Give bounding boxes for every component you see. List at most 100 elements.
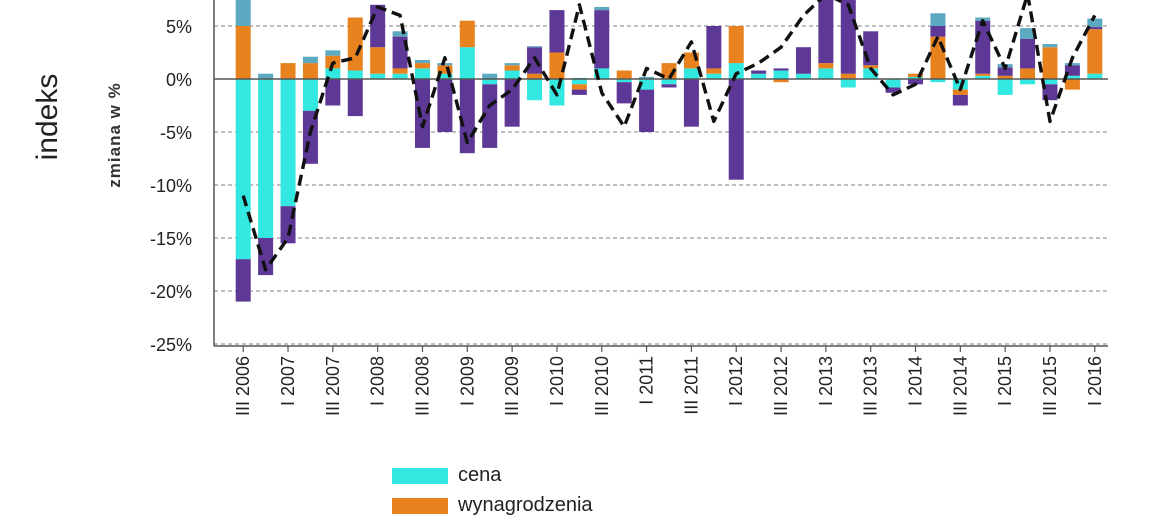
bar-series-2 [370,4,386,48]
bar-series-3 [1020,28,1036,39]
x-tick-label: I 2012 [726,356,746,406]
bar-cena [706,73,722,79]
bar-wynagrodzenia [459,20,475,48]
bar-cena [235,79,251,260]
x-tick-label: III 2015 [1040,356,1060,416]
bar-series-2 [414,79,430,148]
x-tick-label: III 2013 [861,356,881,416]
x-tick-label: I 2015 [995,356,1015,406]
bar-series-2 [908,79,924,85]
bar-cena [683,68,699,79]
bar-series-2 [392,36,408,69]
bar-cena [997,79,1013,95]
legend-label-cena: cena [458,464,502,486]
bar-series-2 [661,84,677,88]
y-tick-label: 0% [166,70,192,90]
bar-wynagrodzenia [347,17,363,71]
bar-wynagrodzenia [437,65,453,74]
bar-series-2 [616,82,632,104]
bar-wynagrodzenia [706,68,722,74]
bar-cena [1042,79,1058,85]
bar-wynagrodzenia [370,47,386,74]
bar-series-2 [504,79,520,127]
bar-series-2 [325,79,341,106]
bar-series-2 [594,10,610,69]
legend-label-wynagrodzenia: wynagrodzenia [458,494,593,516]
bar-series-2 [751,70,767,74]
legend-swatch-cena [392,468,448,484]
x-tick-label: I 2009 [457,356,477,406]
bar-cena [773,70,789,79]
bar-series-2 [863,31,879,66]
bar-wynagrodzenia [392,68,408,74]
bar-series-2 [482,84,498,148]
bar-series-3 [325,50,341,56]
bar-series-2 [235,259,251,302]
bar-cena [1087,73,1103,79]
bar-series-2 [683,79,699,127]
bar-series-3 [482,73,498,79]
bar-cena [325,68,341,79]
bar-series-2 [437,79,453,132]
bar-cena [347,70,363,79]
bar-cena [258,79,274,238]
bar-wynagrodzenia [235,26,251,79]
bar-cena [1064,75,1080,79]
bar-cena [414,68,430,79]
bar-cena [908,76,924,79]
x-tick-label: III 2011 [681,356,701,415]
bar-cena [437,73,453,79]
bar-cena [1020,79,1036,85]
bar-series-3 [527,46,543,48]
bar-cena [885,79,901,88]
bar-wynagrodzenia [908,73,924,77]
bar-cena [370,73,386,79]
bar-series-3 [930,13,946,26]
bar-wynagrodzenia [952,89,968,95]
y-tick-label: -10% [150,176,192,196]
bar-series-3 [1064,63,1080,66]
bar-wynagrodzenia [997,75,1013,79]
bar-cena [863,68,879,79]
bar-cena [751,73,767,79]
bar-cena [280,79,296,207]
bar-series-3 [392,31,408,37]
bar-series-2 [952,94,968,106]
x-tick-label: III 2009 [502,356,522,416]
bar-wynagrodzenia [549,52,565,79]
x-tick-label: I 2016 [1085,356,1105,406]
bar-series-3 [1087,18,1103,28]
bar-series-3 [594,6,610,11]
x-tick-label: III 2008 [412,356,432,416]
legend-swatch-wynagrodzenia [392,498,448,514]
bar-series-3 [1042,44,1058,48]
bar-wynagrodzenia [840,73,856,79]
y-tick-label: 5% [166,17,192,37]
bar-wynagrodzenia [975,73,991,76]
bar-wynagrodzenia [616,70,632,79]
line-series [241,0,1097,272]
x-tick-label: III 2007 [323,356,343,416]
bar-series-2 [1020,38,1036,69]
bar-series-2 [997,67,1013,76]
bar-cena [459,47,475,79]
x-tick-label: III 2012 [771,356,791,416]
bar-wynagrodzenia [1042,47,1058,79]
bar-series-3 [437,63,453,66]
bar-wynagrodzenia [280,63,296,79]
bar-cena [818,68,834,79]
bar-series-2 [706,26,722,69]
y-tick-label: -25% [150,335,192,355]
bar-cena [975,75,991,79]
y-tick-label: -20% [150,282,192,302]
bar-cena [594,68,610,79]
bar-series-2 [795,47,811,74]
bar-series-2 [975,20,991,74]
bar-wynagrodzenia [930,36,946,79]
bar-wynagrodzenia [504,65,520,71]
bar-series-2 [347,79,363,117]
bar-series-2 [1064,65,1080,76]
bar-cena [728,63,744,79]
bar-series-2 [571,89,587,95]
